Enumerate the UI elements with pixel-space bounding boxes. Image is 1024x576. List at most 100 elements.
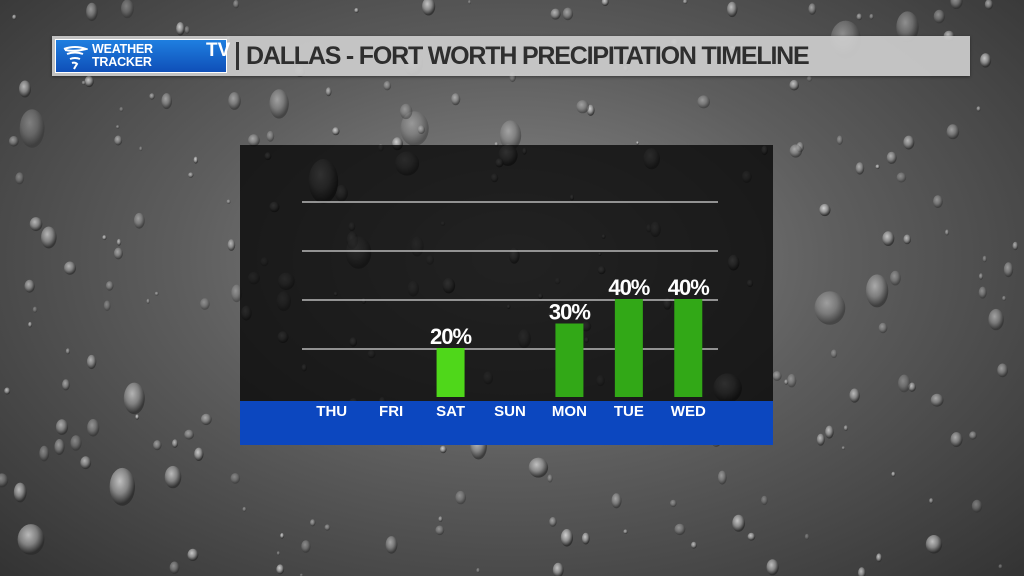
raindrop <box>886 151 897 164</box>
raindrop <box>194 447 204 461</box>
raindrop <box>438 516 443 522</box>
raindrop <box>674 523 686 536</box>
raindrop <box>354 8 359 13</box>
raindrop <box>301 540 311 553</box>
raindrop <box>133 212 145 229</box>
raindrop <box>32 306 38 313</box>
raindrop <box>269 89 289 119</box>
raindrop <box>19 109 45 148</box>
raindrop <box>930 393 944 407</box>
raindrop <box>836 135 843 145</box>
bar-tue <box>614 299 643 397</box>
raindrop <box>772 371 782 381</box>
raindrop <box>576 100 589 114</box>
raindrop <box>176 22 185 36</box>
header-bar: WEATHER TRACKER TV DALLAS - FORT WORTH P… <box>52 36 970 76</box>
raindrop <box>978 273 984 280</box>
raindrop <box>39 445 50 462</box>
raindrop <box>86 354 97 370</box>
raindrop <box>439 445 447 454</box>
tick-label-thu: THU <box>316 403 347 420</box>
raindrop <box>560 529 574 547</box>
raindrop <box>865 274 889 308</box>
raindrop <box>997 363 1008 378</box>
raindrop <box>581 532 590 545</box>
raindrop <box>976 106 981 112</box>
raindrop <box>623 529 628 534</box>
data-label-mon: 30% <box>549 300 590 325</box>
raindrop <box>499 120 522 151</box>
raindrop <box>332 127 340 136</box>
raindrop <box>814 291 846 325</box>
raindrop <box>528 457 549 478</box>
raindrop <box>890 270 901 286</box>
raindrop <box>135 414 140 420</box>
raindrop <box>0 473 9 488</box>
raindrop <box>876 553 882 563</box>
raindrop <box>325 87 332 97</box>
raindrop <box>105 281 114 291</box>
raindrop <box>228 92 241 110</box>
raindrop <box>841 446 846 450</box>
raindrop <box>858 567 866 576</box>
raindrop <box>149 93 155 100</box>
raindrop <box>636 141 640 145</box>
raindrop <box>550 8 561 20</box>
raindrop <box>789 144 802 158</box>
tick-label-sun: SUN <box>494 403 526 420</box>
raindrop <box>109 467 135 506</box>
raindrop <box>819 203 831 217</box>
raindrop <box>169 561 180 574</box>
raindrop <box>562 7 574 21</box>
raindrop <box>121 0 134 19</box>
raindrop <box>84 75 94 88</box>
raindrop <box>172 439 178 448</box>
raindrop <box>4 387 11 395</box>
raindrop <box>242 506 247 512</box>
raindrop <box>727 1 738 18</box>
raindrop <box>784 379 789 385</box>
raindrop <box>12 14 17 20</box>
raindrop <box>766 559 779 576</box>
raindrop <box>903 135 915 150</box>
raindrop <box>691 541 697 549</box>
raindrop <box>825 425 834 439</box>
logo-line-2: TRACKER <box>92 55 152 69</box>
raindrop <box>161 93 172 110</box>
raindrop <box>55 419 69 435</box>
raindrop <box>400 111 429 146</box>
raindrop <box>114 135 123 146</box>
raindrop <box>898 374 911 393</box>
raindrop <box>946 124 960 140</box>
bar-wed <box>674 299 703 397</box>
raindrop <box>806 75 813 82</box>
raindrop <box>146 298 150 304</box>
raindrop <box>230 473 241 484</box>
raindrop <box>248 134 260 147</box>
raindrop <box>113 247 123 260</box>
raindrop <box>102 235 107 241</box>
raindrop <box>154 291 159 296</box>
raindrop <box>299 573 304 576</box>
raindrop <box>226 199 231 204</box>
raindrop <box>969 431 977 440</box>
raindrop <box>41 226 57 249</box>
raindrop <box>13 482 27 503</box>
raindrop <box>843 425 849 431</box>
raindrop <box>929 498 934 504</box>
raindrop <box>455 490 467 505</box>
raindrop <box>1012 241 1019 251</box>
raindrop <box>422 0 436 16</box>
raindrop <box>19 80 31 98</box>
raindrop <box>17 524 45 555</box>
bar-sat <box>436 348 465 397</box>
raindrop <box>761 495 768 506</box>
page-title: DALLAS - FORT WORTH PRECIPITATION TIMELI… <box>246 42 810 70</box>
raindrop <box>1002 295 1007 301</box>
raindrop <box>980 53 992 68</box>
raindrop <box>119 107 124 112</box>
raindrop <box>732 514 745 532</box>
raindrop <box>933 9 945 24</box>
raindrop <box>950 0 963 10</box>
raindrop <box>153 440 162 451</box>
